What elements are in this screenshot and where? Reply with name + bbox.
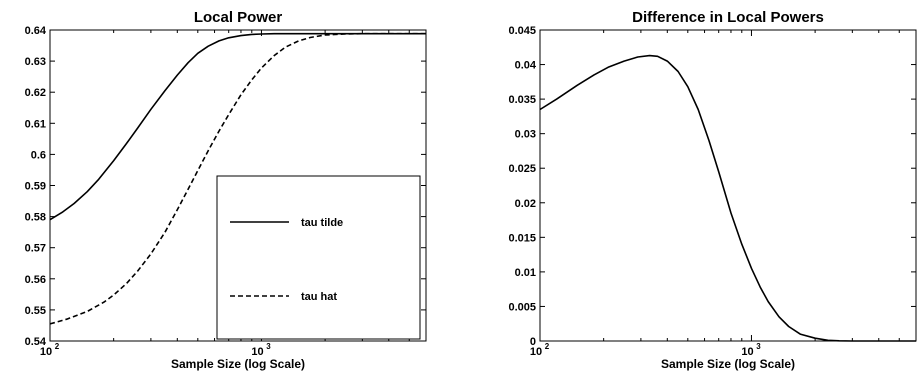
left-ytick-label: 0.57 (25, 243, 46, 255)
left-ytick-label: 0.63 (25, 56, 46, 68)
left-xtick-exponent: 2 (55, 342, 60, 351)
right-xtick-exponent: 3 (756, 342, 761, 351)
right-ytick-label: 0 (530, 336, 536, 348)
left-ytick-label: 0.62 (25, 87, 46, 99)
right-ytick-label: 0.025 (508, 163, 536, 175)
left-chart-title: Local Power (194, 9, 283, 26)
left-ytick-label: 0.54 (25, 336, 47, 348)
left-xtick-exponent: 3 (266, 342, 271, 351)
left-ytick-label: 0.56 (25, 274, 46, 286)
right-series-line-1 (539, 54, 916, 342)
left-legend-label-1: tau tilde (301, 217, 343, 229)
right-xtick-label: 10 (741, 346, 753, 358)
right-ytick-label: 0.045 (508, 25, 536, 37)
right-xtick-exponent: 2 (545, 342, 550, 351)
right-chart-title: Difference in Local Powers (632, 9, 824, 26)
right-ytick-label: 0.015 (508, 232, 536, 244)
left-ytick-label: 0.6 (31, 149, 46, 161)
left-legend-box (216, 175, 421, 340)
right-ytick-label: 0.005 (508, 301, 536, 313)
left-chart: Local Power 0.54 0.55 0.56 0.57 0.58 0.59 0.6 0.… (25, 9, 427, 371)
right-plot-frame (539, 29, 917, 342)
left-x-axis-label: Sample Size (log Scale) (171, 357, 305, 371)
left-series-line-2 (49, 32, 426, 325)
left-xtick-label: 10 (40, 346, 52, 358)
left-legend-label-2: tau hat (301, 291, 337, 303)
left-ytick-label: 0.55 (25, 305, 46, 317)
right-ytick-label: 0.01 (515, 267, 536, 279)
right-ytick-label: 0.02 (515, 198, 536, 210)
left-ytick-label: 0.59 (25, 181, 46, 193)
left-ytick-label: 0.64 (25, 25, 47, 37)
left-xtick-label: 10 (251, 346, 263, 358)
left-series-line-1 (49, 32, 426, 221)
right-x-axis-label: Sample Size (log Scale) (661, 357, 795, 371)
right-ytick-label: 0.04 (515, 60, 537, 72)
left-ytick-label: 0.58 (25, 212, 46, 224)
right-ytick-label: 0.035 (508, 94, 536, 106)
right-ytick-label: 0.03 (515, 129, 536, 141)
right-chart: Difference in Local Powers 0 0.005 0.01 0.01… (508, 9, 917, 371)
right-xtick-label: 10 (530, 346, 542, 358)
left-ytick-label: 0.61 (25, 118, 46, 130)
